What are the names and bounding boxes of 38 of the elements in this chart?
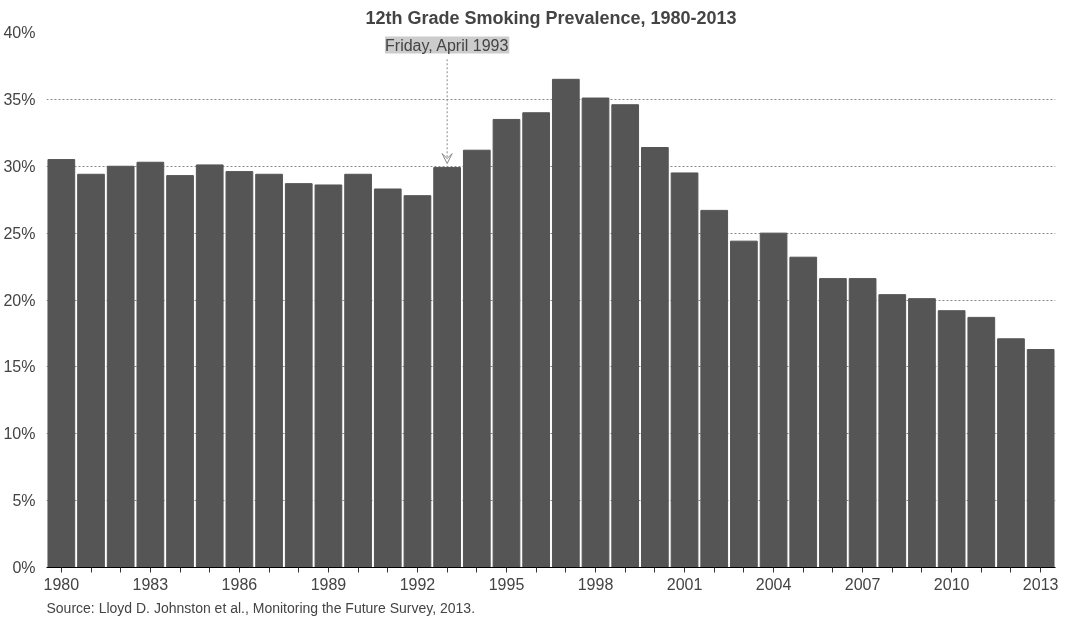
x-tick-label: 2004 <box>755 575 792 593</box>
source-note: Source: Lloyd D. Johnston et al., Monitoring the Future Survey, 2013. <box>46 599 476 616</box>
y-tick-label: 0% <box>12 559 36 576</box>
x-tick-label: 1986 <box>221 575 258 593</box>
x-tick-label: 1995 <box>488 575 525 593</box>
chart-title: 12th Grade Smoking Prevalence, 1980-2013 <box>365 7 737 28</box>
y-tick-label: 15% <box>3 358 36 376</box>
bar <box>730 240 758 568</box>
y-tick-label: 10% <box>3 425 36 443</box>
bar <box>1026 348 1055 568</box>
x-tick-label: 1980 <box>43 575 80 593</box>
bar <box>433 167 461 568</box>
y-tick-label: 40% <box>3 24 36 41</box>
x-tick-label: 2001 <box>666 575 703 593</box>
bar <box>77 173 105 568</box>
bar <box>908 298 936 568</box>
x-tick-label: 1983 <box>132 575 169 593</box>
y-tick-label: 30% <box>3 157 36 175</box>
annotation: Friday, April 1993 <box>385 36 509 54</box>
bar <box>344 173 372 568</box>
bar <box>255 173 283 568</box>
bar <box>47 159 76 568</box>
x-tick-label: 1992 <box>399 575 436 593</box>
x-tick-label: 2010 <box>933 575 970 593</box>
y-tick-label: 20% <box>3 291 36 309</box>
x-tick-label: 1989 <box>310 575 347 593</box>
bar <box>166 175 194 568</box>
x-tick-label: 1998 <box>577 575 614 593</box>
x-tick-label: 2013 <box>1022 575 1059 593</box>
bar <box>551 78 580 568</box>
bar <box>997 338 1025 568</box>
bar <box>819 278 847 568</box>
y-tick-label: 5% <box>12 492 36 510</box>
bar <box>522 112 551 568</box>
y-tick-label: 35% <box>3 90 36 108</box>
y-tick-label: 25% <box>3 224 36 242</box>
x-tick-label: 2007 <box>844 575 881 593</box>
bar <box>641 147 669 568</box>
